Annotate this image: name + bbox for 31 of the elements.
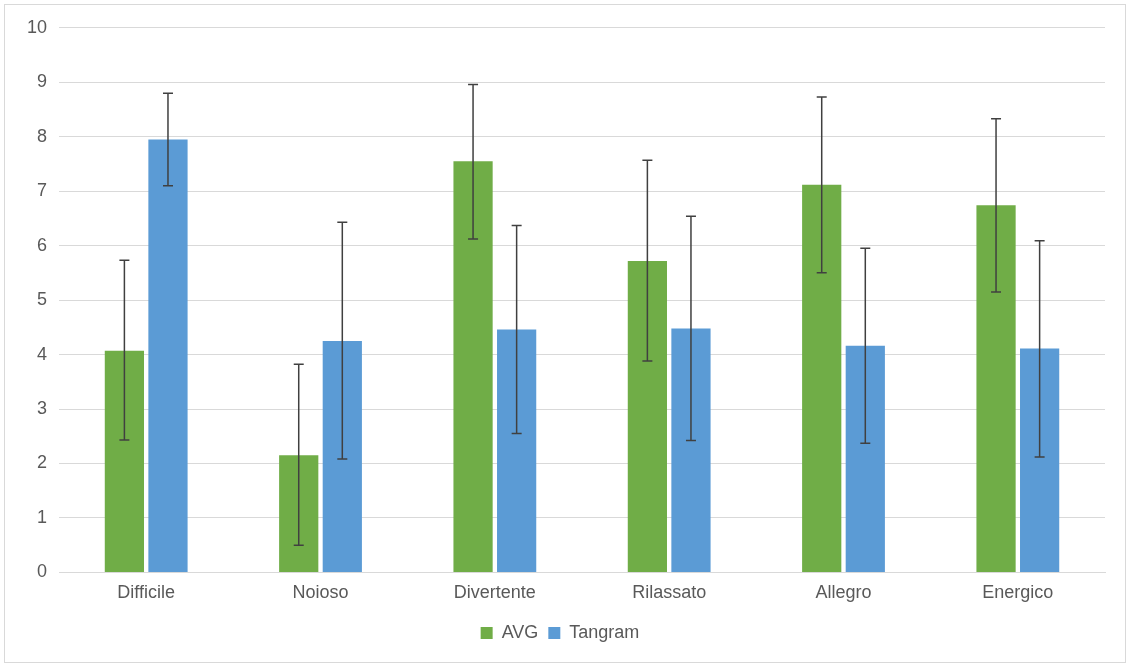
x-tick-label: Rilassato xyxy=(632,582,707,603)
legend-label: Tangram xyxy=(569,621,640,642)
legend-label: AVG xyxy=(501,621,539,642)
bar xyxy=(671,328,711,572)
y-tick-label: 4 xyxy=(37,343,48,364)
bar xyxy=(845,345,885,572)
y-tick-label: 7 xyxy=(37,180,48,201)
y-tick-label: 2 xyxy=(37,452,48,473)
y-tick-label: 3 xyxy=(37,397,48,418)
y-tick-label: 6 xyxy=(37,234,48,255)
y-tick-label: 10 xyxy=(26,16,48,37)
x-tick-label: Allegro xyxy=(815,582,872,603)
x-tick-label: Energico xyxy=(982,582,1054,603)
y-tick-label: 9 xyxy=(37,71,48,92)
y-tick-label: 1 xyxy=(37,506,48,527)
bar xyxy=(497,329,537,572)
x-tick-label: Noioso xyxy=(292,582,349,603)
bar xyxy=(104,350,145,572)
y-tick-label: 8 xyxy=(37,125,48,146)
bar xyxy=(802,184,842,572)
x-tick-label: Divertente xyxy=(453,582,536,603)
bar xyxy=(627,260,667,572)
y-tick-label: 5 xyxy=(37,289,48,310)
x-tick-label: Difficile xyxy=(117,582,176,603)
bar xyxy=(148,139,188,572)
bar xyxy=(976,205,1016,572)
y-tick-label: 0 xyxy=(37,561,48,582)
bar xyxy=(453,161,493,572)
bar xyxy=(322,340,362,572)
bar xyxy=(279,455,319,572)
bar xyxy=(1020,348,1060,572)
